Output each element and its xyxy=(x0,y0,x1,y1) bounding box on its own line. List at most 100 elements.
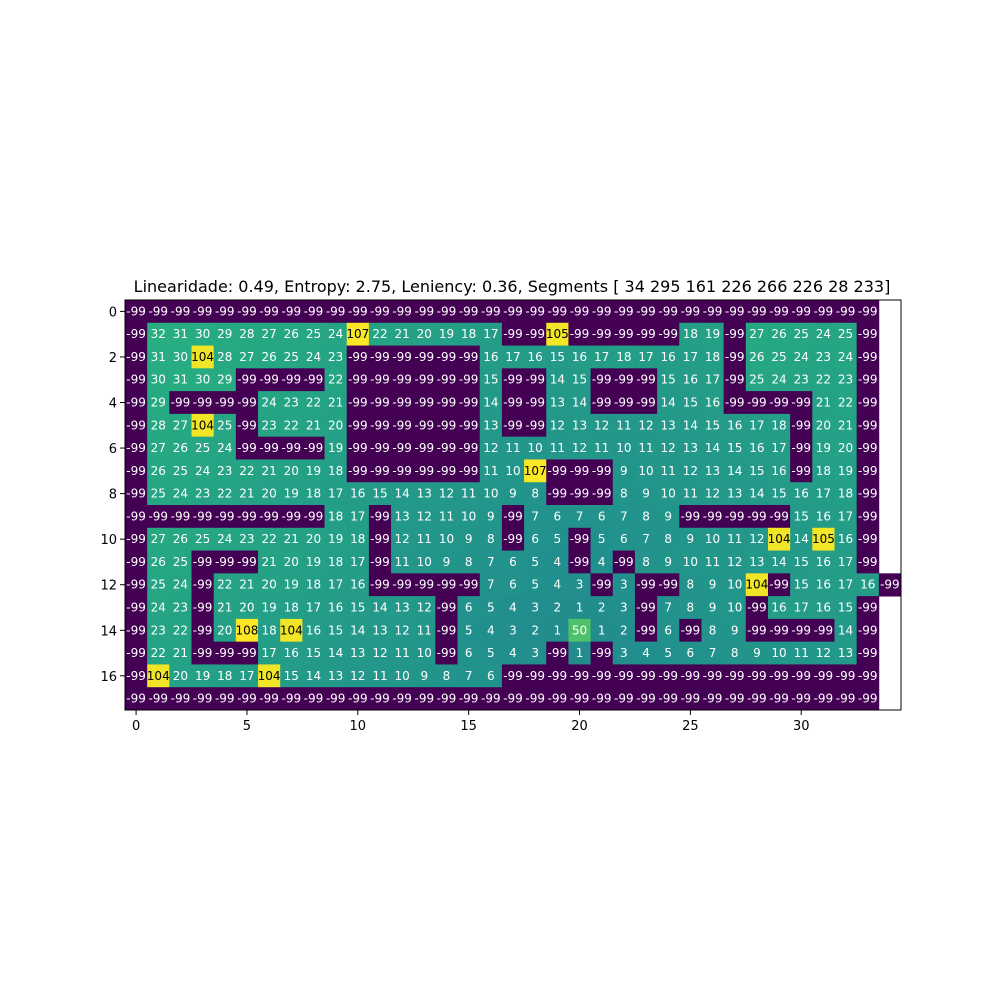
heatmap-cell xyxy=(767,505,791,529)
heatmap-cell xyxy=(479,618,503,643)
x-tick-label: 25 xyxy=(682,719,699,734)
heatmap-cell xyxy=(280,413,303,438)
heatmap-cell xyxy=(235,436,259,460)
heatmap-cell-value: -99 xyxy=(525,418,545,432)
heatmap-cell xyxy=(435,482,458,506)
heatmap-cell-value: 24 xyxy=(151,601,166,615)
heatmap-cell-value: -99 xyxy=(614,396,634,410)
heatmap-cell xyxy=(634,300,658,324)
heatmap-cell xyxy=(568,413,591,438)
heatmap-cell-value: 3 xyxy=(620,578,628,592)
heatmap-cell xyxy=(324,527,348,551)
heatmap-cell-value: 17 xyxy=(771,441,786,455)
heatmap-cell-value: 21 xyxy=(284,532,299,546)
heatmap-cell-value: -99 xyxy=(370,418,390,432)
heatmap-cell xyxy=(391,550,414,574)
heatmap-cell-value: 27 xyxy=(749,327,764,341)
heatmap-cell-value: -99 xyxy=(392,304,412,318)
heatmap-cell xyxy=(213,618,237,643)
heatmap-cell xyxy=(346,368,370,392)
heatmap-cell xyxy=(767,300,791,324)
heatmap-cell xyxy=(479,573,503,597)
heatmap-cell-value: -99 xyxy=(370,441,390,455)
heatmap-cell xyxy=(834,391,858,415)
heatmap-cell-value: 13 xyxy=(328,669,343,683)
heatmap-cell-value: 17 xyxy=(794,601,809,615)
heatmap-cell-value: -99 xyxy=(747,601,767,615)
heatmap-cell-value: -99 xyxy=(392,373,412,387)
heatmap-cell-value: -99 xyxy=(126,464,146,478)
heatmap-cell-value: 7 xyxy=(620,509,628,523)
heatmap-cell xyxy=(235,573,259,597)
heatmap-cell xyxy=(679,436,702,460)
heatmap-cell-value: 50 xyxy=(572,623,587,637)
heatmap-cell xyxy=(790,413,813,438)
heatmap-cell-value: -99 xyxy=(592,327,612,341)
heatmap-cell xyxy=(657,664,680,688)
heatmap-cell-value: 19 xyxy=(261,601,276,615)
heatmap-cell-value: 4 xyxy=(554,578,562,592)
heatmap-cell-value: -99 xyxy=(126,692,146,706)
heatmap-cell xyxy=(590,413,614,438)
heatmap-cell xyxy=(568,550,591,574)
x-tick-label: 30 xyxy=(793,719,810,734)
heatmap-cell-value: 22 xyxy=(306,396,321,410)
heatmap-cell-value: 25 xyxy=(173,464,188,478)
heatmap-cell-value: -99 xyxy=(415,692,435,706)
heatmap-cell-value: -99 xyxy=(525,327,545,341)
heatmap-cell xyxy=(147,322,170,346)
heatmap-cell-value: 107 xyxy=(524,464,547,478)
heatmap-cell-value: 18 xyxy=(284,601,299,615)
heatmap-cell xyxy=(258,368,281,392)
heatmap-cell xyxy=(191,436,215,460)
heatmap-cell xyxy=(435,345,458,369)
heatmap-cell xyxy=(125,550,148,574)
heatmap-cell xyxy=(501,391,525,415)
heatmap-cell-value: 17 xyxy=(350,555,365,569)
heatmap-cell-value: -99 xyxy=(259,373,279,387)
heatmap-cell-value: 16 xyxy=(306,623,321,637)
heatmap-cell xyxy=(790,345,813,369)
heatmap-cell xyxy=(435,618,458,643)
heatmap-cell-value: 107 xyxy=(346,327,369,341)
x-tick-label: 5 xyxy=(243,719,251,734)
heatmap-cell-value: -99 xyxy=(459,441,479,455)
heatmap-cell xyxy=(723,527,747,551)
heatmap-cells xyxy=(125,300,902,711)
heatmap-cell-value: -99 xyxy=(614,373,634,387)
heatmap-cell xyxy=(501,436,525,460)
heatmap-cell-value: 21 xyxy=(239,487,254,501)
heatmap-cell-value: -99 xyxy=(858,464,878,478)
heatmap-cell xyxy=(701,596,725,620)
heatmap-cell-value: -99 xyxy=(171,304,191,318)
heatmap-cell-value: 23 xyxy=(261,418,276,432)
heatmap-cell xyxy=(767,664,791,688)
heatmap-cell xyxy=(679,391,702,415)
heatmap-cell-value: -99 xyxy=(237,418,257,432)
heatmap-cell xyxy=(745,413,769,438)
heatmap-cell xyxy=(679,596,702,620)
heatmap-cell xyxy=(856,459,880,483)
heatmap-cell-value: -99 xyxy=(171,396,191,410)
heatmap-cell xyxy=(767,322,791,346)
heatmap-cell xyxy=(790,368,813,392)
heatmap-cell-value: -99 xyxy=(459,464,479,478)
heatmap-cell xyxy=(413,300,436,324)
heatmap-cell-value: 8 xyxy=(642,509,650,523)
heatmap-cell xyxy=(125,459,148,483)
heatmap-cell-value: 2 xyxy=(531,623,539,637)
heatmap-cell xyxy=(368,618,392,643)
heatmap-cell xyxy=(546,482,569,506)
heatmap-cell xyxy=(590,573,614,597)
heatmap-cell-value: 9 xyxy=(731,623,739,637)
heatmap-cell xyxy=(856,368,880,392)
heatmap-cell xyxy=(524,596,547,620)
heatmap-cell xyxy=(258,322,281,346)
heatmap-cell xyxy=(368,459,392,483)
heatmap-cell xyxy=(634,550,658,574)
heatmap-cell xyxy=(235,459,259,483)
heatmap-cell-value: 10 xyxy=(683,555,698,569)
heatmap-cell xyxy=(435,664,458,688)
heatmap-cell xyxy=(834,459,858,483)
heatmap-cell-value: -99 xyxy=(304,373,324,387)
